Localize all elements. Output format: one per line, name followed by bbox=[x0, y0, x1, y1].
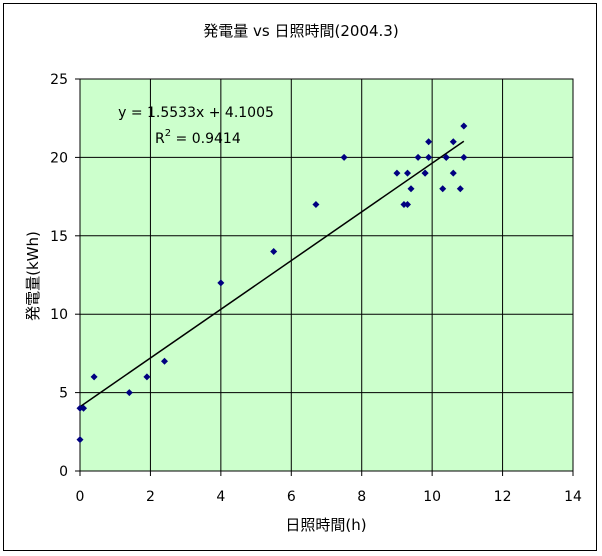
x-tick-label: 10 bbox=[423, 489, 441, 505]
data-point bbox=[161, 357, 169, 365]
data-point bbox=[460, 122, 468, 130]
data-point bbox=[460, 153, 468, 161]
data-point bbox=[312, 200, 320, 208]
data-point bbox=[76, 404, 84, 412]
y-axis-label: 発電量(kWh) bbox=[24, 231, 42, 321]
x-axis-label: 日照時間(h) bbox=[285, 516, 366, 534]
y-tick-label: 10 bbox=[50, 307, 68, 323]
data-point bbox=[340, 153, 348, 161]
data-point bbox=[425, 138, 433, 146]
data-point bbox=[80, 404, 88, 412]
data-point bbox=[125, 389, 133, 397]
data-point bbox=[414, 153, 422, 161]
data-point bbox=[449, 138, 457, 146]
data-point bbox=[270, 247, 278, 255]
data-point bbox=[143, 373, 151, 381]
data-point bbox=[421, 169, 429, 177]
x-tick-label: 0 bbox=[76, 489, 85, 505]
data-point bbox=[393, 169, 401, 177]
y-tick-labels: 0 5 10 15 20 25 bbox=[50, 72, 68, 480]
r2-superscript: 2 bbox=[165, 128, 171, 139]
y-tick-label: 20 bbox=[50, 150, 68, 166]
r-squared-label: R2 = 0.9414 bbox=[155, 128, 241, 147]
data-point bbox=[403, 169, 411, 177]
x-tick-label: 2 bbox=[146, 489, 155, 505]
plot-area bbox=[79, 78, 574, 472]
y-tick-label: 0 bbox=[59, 464, 68, 480]
x-tick-labels: 0 2 4 6 8 10 12 14 bbox=[76, 489, 582, 505]
trendline-equation: y = 1.5533x + 4.1005 bbox=[118, 105, 274, 121]
gridlines bbox=[75, 78, 574, 476]
y-tick-label: 5 bbox=[59, 386, 68, 402]
data-point bbox=[400, 200, 408, 208]
x-tick-label: 14 bbox=[564, 489, 582, 505]
x-tick-label: 8 bbox=[357, 489, 366, 505]
chart-title: 発電量 vs 日照時間(2004.3) bbox=[203, 22, 398, 40]
data-point bbox=[442, 153, 450, 161]
data-point bbox=[76, 436, 84, 444]
data-point bbox=[449, 169, 457, 177]
data-point bbox=[407, 185, 415, 193]
data-point bbox=[403, 200, 411, 208]
x-tick-label: 6 bbox=[287, 489, 296, 505]
data-point bbox=[456, 185, 464, 193]
data-points bbox=[76, 122, 468, 444]
data-point bbox=[425, 153, 433, 161]
r2-prefix: R bbox=[155, 131, 165, 147]
r2-value: = 0.9414 bbox=[171, 131, 241, 147]
data-point bbox=[90, 373, 98, 381]
data-point bbox=[439, 185, 447, 193]
x-tick-label: 4 bbox=[216, 489, 225, 505]
trendline bbox=[79, 140, 465, 408]
x-tick-label: 12 bbox=[494, 489, 512, 505]
y-tick-label: 15 bbox=[50, 229, 68, 245]
y-tick-label: 25 bbox=[50, 72, 68, 88]
data-point bbox=[217, 279, 225, 287]
